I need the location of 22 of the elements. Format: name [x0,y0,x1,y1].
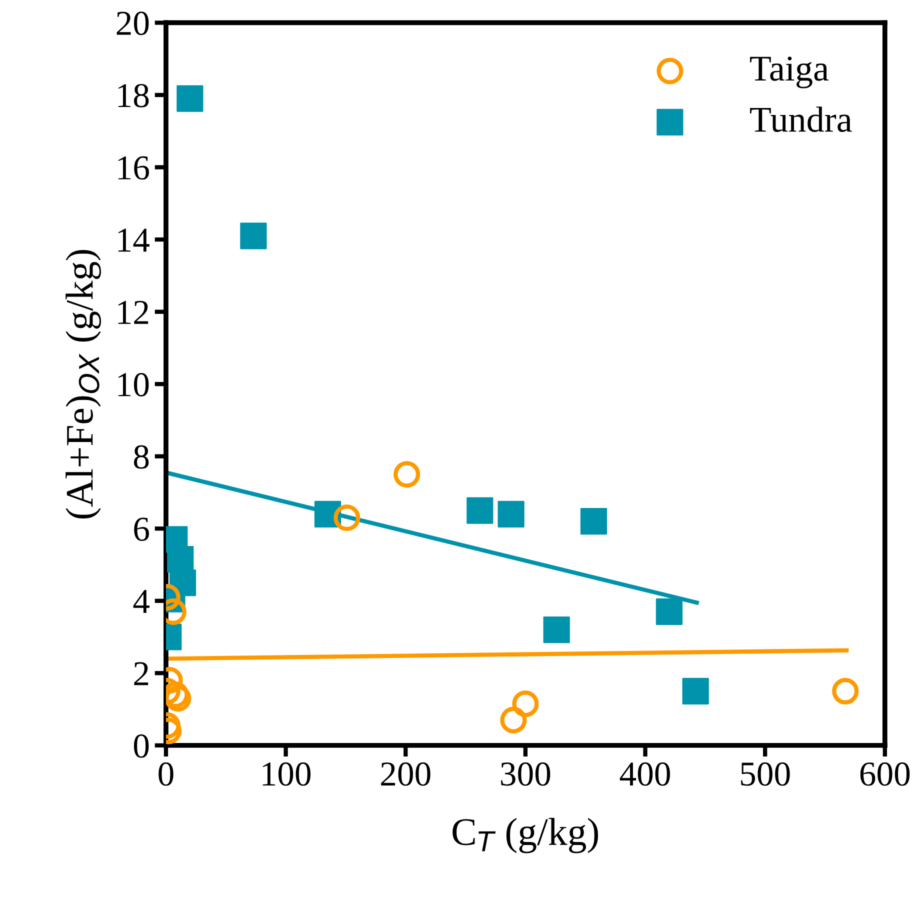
legend-label: Taiga [750,56,829,88]
y-tick-label: 20 [116,12,149,36]
y-tick-label: 14 [118,228,150,252]
x-tick-label: 300 [501,762,550,786]
x-tick-label: 100 [262,762,311,786]
y-tick-label: 18 [118,84,149,108]
x-tick-label: 200 [381,762,430,786]
x-tick-label: 600 [860,762,910,786]
y-axis-title: (Al+Fe)$_{OX}$ (g/kg) [66,250,101,518]
x-tick-label: 400 [620,762,670,786]
y-tick-label: 12 [118,300,148,324]
y-tick-label: 6 [134,518,149,541]
x-tick-label: 0 [158,762,174,786]
legend-label: Tundra [750,106,852,132]
y-tick-label: 0 [134,734,149,758]
y-tick-label: 2 [134,662,148,686]
y-tick-label: 10 [118,373,149,396]
y-tick-label: 16 [118,156,149,180]
y-tick-label: 8 [134,445,149,469]
x-axis-title: C$_{T}$ (g/kg) [452,818,598,854]
y-tick-label: 4 [133,590,150,613]
x-tick-label: 500 [741,762,790,786]
